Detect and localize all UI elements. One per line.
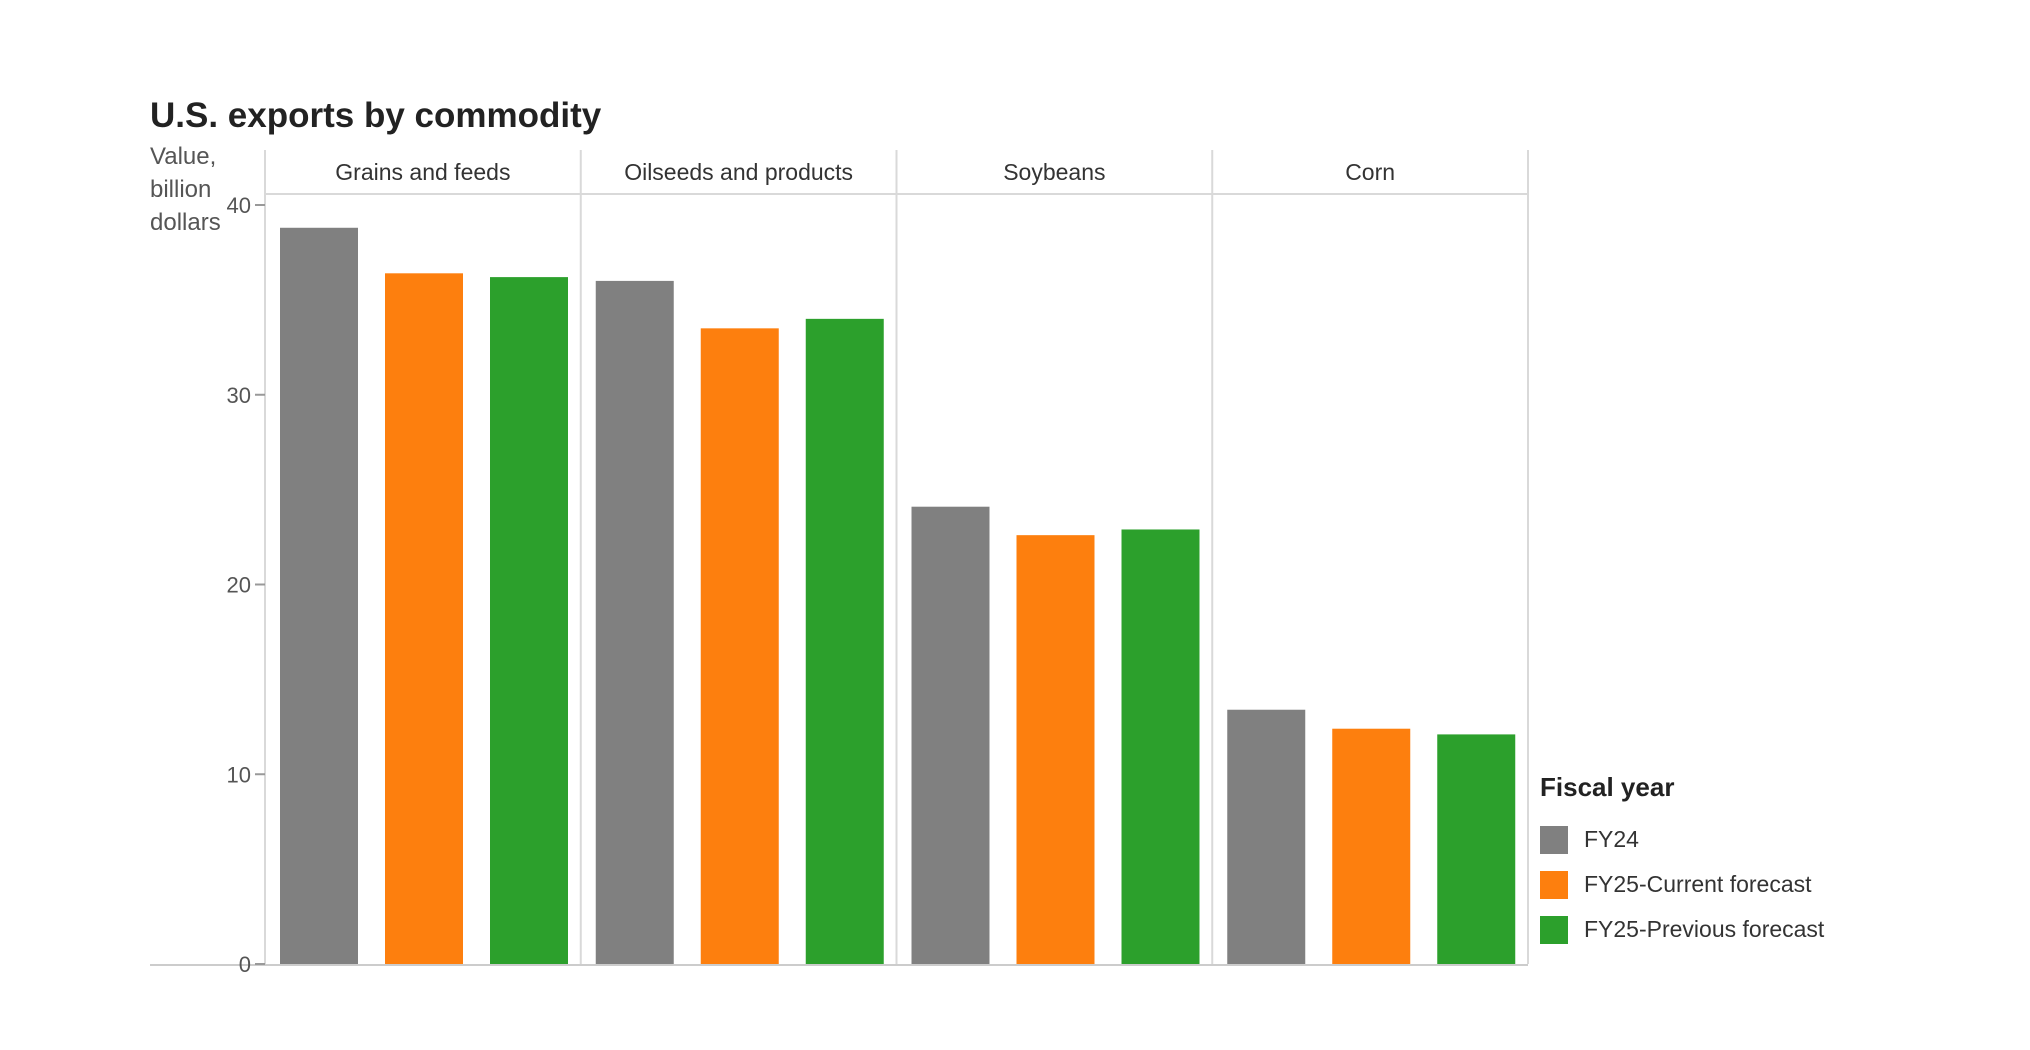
bar-grains-and-feeds-fy25-previous-forecast bbox=[490, 277, 568, 965]
bar-soybeans-fy24 bbox=[911, 506, 990, 964]
category-header-soybeans: Soybeans bbox=[1003, 159, 1105, 185]
legend-swatch bbox=[1540, 870, 1568, 899]
bar-grains-and-feeds-fy24 bbox=[280, 227, 358, 964]
category-header-corn: Corn bbox=[1345, 159, 1395, 185]
y-tick-label: 0 bbox=[239, 952, 251, 977]
legend-swatch bbox=[1540, 915, 1568, 944]
bar-oilseeds-and-products-fy25-current-forecast bbox=[700, 328, 779, 964]
bar-soybeans-fy25-current-forecast bbox=[1016, 535, 1095, 964]
legend-label: FY25-Current forecast bbox=[1584, 871, 1812, 897]
bar-oilseeds-and-products-fy25-previous-forecast bbox=[805, 318, 884, 965]
bar-soybeans-fy25-previous-forecast bbox=[1121, 529, 1200, 964]
legend-label: FY24 bbox=[1584, 826, 1639, 852]
y-tick-label: 40 bbox=[227, 193, 251, 218]
bar-corn-fy25-previous-forecast bbox=[1437, 734, 1516, 964]
legend-item-fy25-current-forecast: FY25-Current forecast bbox=[1540, 862, 1824, 907]
category-header-grains-and-feeds: Grains and feeds bbox=[335, 159, 510, 185]
legend-label: FY25-Previous forecast bbox=[1584, 916, 1825, 942]
legend-items: FY24 FY25-Current forecast FY25-Previous f… bbox=[1540, 817, 1824, 952]
y-tick-label: 30 bbox=[227, 383, 251, 408]
chart-title: U.S. exports by commodity bbox=[150, 96, 602, 135]
bar-grains-and-feeds-fy25-current-forecast bbox=[385, 273, 463, 964]
legend: Fiscal year FY24 FY25-Current forecast FY2… bbox=[1540, 772, 1824, 952]
legend-item-fy24: FY24 bbox=[1540, 817, 1824, 862]
legend-item-fy25-previous-forecast: FY25-Previous forecast bbox=[1540, 907, 1824, 952]
bar-corn-fy25-current-forecast bbox=[1332, 728, 1411, 964]
y-axis-label: Value, billion dollars bbox=[150, 143, 221, 236]
legend-swatch bbox=[1540, 825, 1568, 854]
y-tick-label: 20 bbox=[227, 573, 251, 598]
bar-corn-fy24 bbox=[1227, 709, 1306, 964]
legend-title: Fiscal year bbox=[1540, 772, 1675, 802]
category-header-oilseeds-and-products: Oilseeds and products bbox=[624, 159, 853, 185]
bar-oilseeds-and-products-fy24 bbox=[595, 280, 674, 964]
y-tick-label: 10 bbox=[227, 762, 251, 787]
